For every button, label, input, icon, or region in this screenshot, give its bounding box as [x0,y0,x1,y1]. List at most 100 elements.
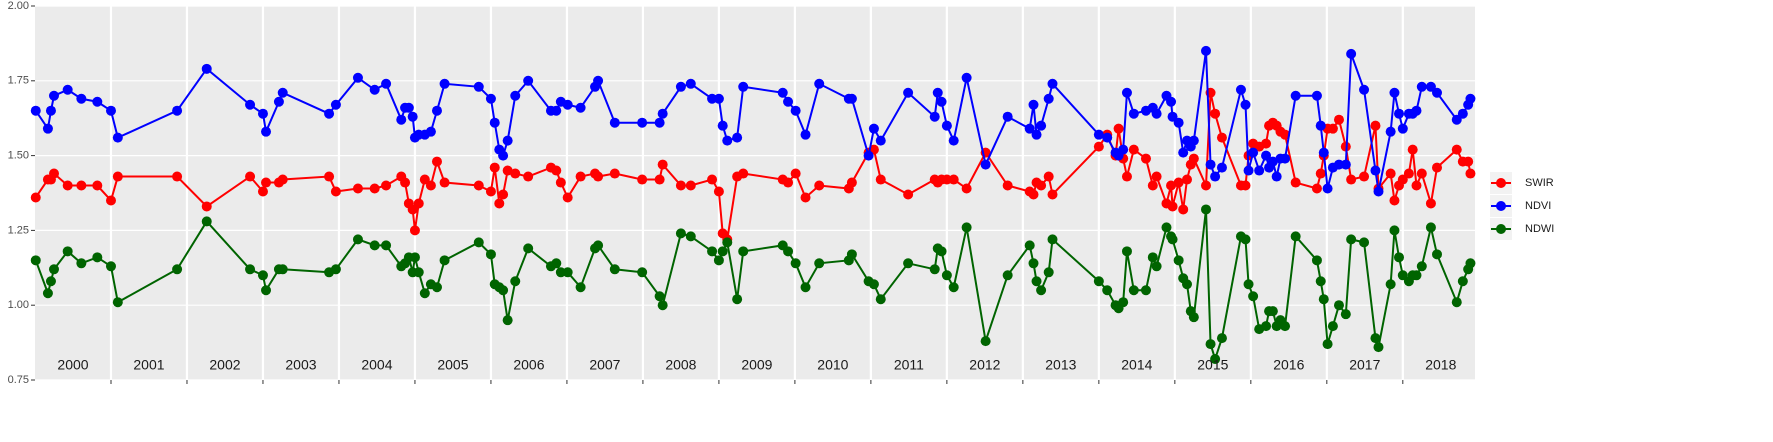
data-point [1128,108,1139,119]
data-point [1327,123,1338,134]
data-point [903,258,914,269]
data-point [485,93,496,104]
data-point [685,180,696,191]
x-tick-label: 2008 [665,357,696,373]
data-point [790,168,801,179]
data-point [1465,168,1476,179]
data-point [502,165,513,176]
data-point [722,237,733,248]
x-tick-label: 2004 [361,357,392,373]
data-point [324,108,335,119]
data-point [1370,120,1381,131]
data-point [112,297,123,308]
data-point [657,159,668,170]
data-point [257,108,268,119]
x-tick-label: 2005 [437,357,468,373]
axes: 0.75 1.00 1.25 1.50 1.75 2.00 2000 2001 2002 2003… [8,0,1457,386]
y-tick-label: 1.25 [8,224,29,236]
data-point [1465,258,1476,269]
data-point [1416,261,1427,272]
x-tick-label: 2000 [57,357,88,373]
data-point [1432,162,1443,173]
data-point [381,240,392,251]
data-point [277,174,288,185]
data-point [1394,108,1405,119]
data-point [929,111,940,122]
data-point [498,285,509,296]
data-point [1315,168,1326,179]
data-point [1311,183,1322,194]
data-point [1322,183,1333,194]
data-point [863,150,874,161]
x-tick-label: 2015 [1197,357,1228,373]
data-point [1036,180,1047,191]
data-point [1140,153,1151,164]
data-point [1161,222,1172,233]
legend-label: SWIR [1525,177,1554,189]
data-point [45,105,56,116]
data-point [257,270,268,281]
data-point [407,111,418,122]
data-point [1188,312,1199,323]
data-point [1385,168,1396,179]
data-point [961,72,972,83]
data-point [1385,279,1396,290]
data-point [1178,147,1189,158]
data-point [948,135,959,146]
data-point [1394,252,1405,263]
data-point [1178,204,1189,215]
data-point [1002,180,1013,191]
data-point [439,255,450,266]
data-point [1346,48,1357,59]
data-point [980,336,991,347]
data-point [875,294,886,305]
data-point [717,120,728,131]
data-point [1451,144,1462,155]
data-point [777,87,788,98]
data-point [941,120,952,131]
data-point [352,234,363,245]
legend: SWIR NDVI NDWI [1490,172,1554,240]
data-point [1043,93,1054,104]
data-point [62,180,73,191]
y-tick-label: 1.50 [8,150,29,162]
x-tick-label: 2011 [894,357,924,373]
data-point [1457,108,1468,119]
data-point [76,180,87,191]
data-point [523,171,534,182]
data-point [76,258,87,269]
data-point [419,288,430,299]
data-point [369,183,380,194]
data-point [1315,120,1326,131]
data-point [489,117,500,128]
data-point [1182,174,1192,185]
data-point [657,300,668,311]
data-point [409,225,420,236]
data-point [1333,300,1344,311]
data-point [790,258,801,269]
data-point [425,126,436,137]
x-tick-label: 2002 [209,357,240,373]
data-point [1254,165,1265,176]
data-point [961,183,972,194]
data-point [1370,165,1381,176]
data-point [1031,276,1042,287]
x-tick-label: 2007 [589,357,620,373]
data-point [1128,144,1139,155]
data-point [172,171,183,182]
data-point [1210,354,1221,365]
data-point [551,165,562,176]
data-point [868,279,879,290]
data-point [875,174,886,185]
data-point [790,105,801,116]
data-point [1315,276,1326,287]
data-point [352,183,363,194]
data-point [1151,108,1162,119]
data-point [1425,198,1436,209]
data-point [800,282,811,293]
data-point [1167,201,1178,212]
data-point [245,171,256,182]
data-point [105,261,116,272]
data-point [1102,285,1113,296]
